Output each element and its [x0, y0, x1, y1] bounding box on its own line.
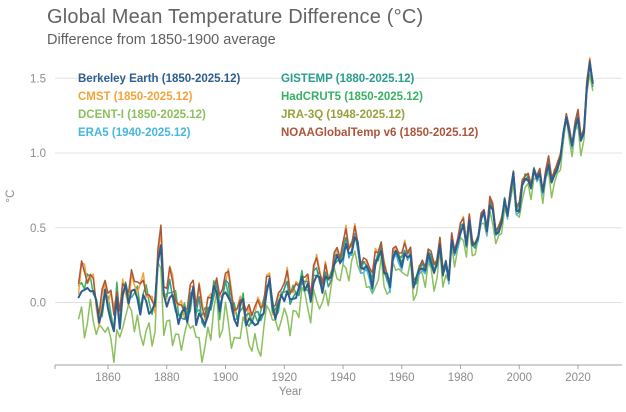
- legend-item-cmst: CMST (1850-2025.12): [78, 91, 193, 103]
- x-tick-label: 1900: [213, 372, 239, 384]
- y-axis-label: °C: [5, 190, 17, 203]
- legend-item-noaaglobaltemp-v6: NOAAGlobalTemp v6 (1850-2025.12): [281, 127, 479, 139]
- chart-subtitle: Difference from 1850-1900 average: [47, 32, 276, 48]
- y-tick-label: 1.0: [30, 148, 46, 160]
- legend-item-berkeley-earth: Berkeley Earth (1850-2025.12): [78, 73, 241, 85]
- x-axis-label: Year: [279, 386, 302, 398]
- chart-title: Global Mean Temperature Difference (°C): [47, 6, 424, 28]
- y-tick-label: 0.5: [30, 223, 46, 235]
- x-tick-label: 2000: [506, 372, 532, 384]
- legend-column-left: Berkeley Earth (1850-2025.12) CMST (1850-…: [78, 70, 240, 142]
- legend-item-jra-3q: JRA-3Q (1948-2025.12): [281, 109, 406, 121]
- legend-item-dcent-i: DCENT-I (1850-2025.12): [78, 109, 206, 121]
- x-tick-label: 2020: [565, 372, 591, 384]
- series-line-berkeley-earth: [77, 61, 594, 333]
- legend-item-era5: ERA5 (1940-2025.12): [78, 127, 191, 139]
- y-tick-label: 1.5: [30, 73, 46, 85]
- x-tick-label: 1960: [389, 372, 415, 384]
- y-tick-label: 0.0: [30, 298, 46, 310]
- x-tick-label: 1980: [448, 372, 474, 384]
- x-tick-label: 1880: [154, 372, 180, 384]
- legend-column-right: GISTEMP (1880-2025.12) HadCRUT5 (1850-202…: [281, 70, 478, 142]
- x-tick-label: 1940: [330, 372, 356, 384]
- legend-item-hadcrut5: HadCRUT5 (1850-2025.12): [281, 91, 423, 103]
- x-tick-label: 1920: [271, 372, 297, 384]
- x-tick-label: 1860: [95, 372, 121, 384]
- legend-item-gistemp: GISTEMP (1880-2025.12): [281, 73, 415, 85]
